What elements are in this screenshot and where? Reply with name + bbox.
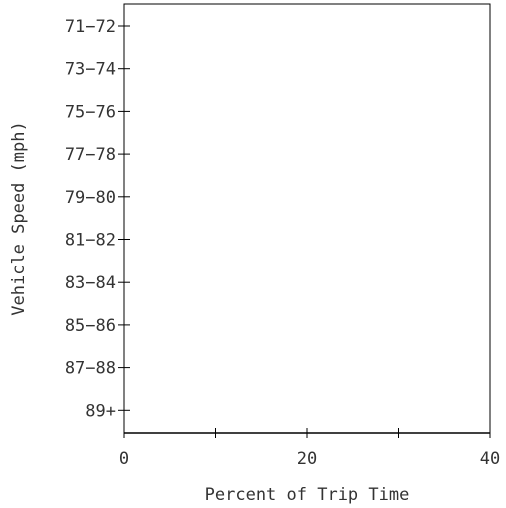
x-axis: 0 20 40	[119, 428, 500, 469]
y-tick-label-75-76: 75−76	[65, 102, 116, 122]
plot-area	[123, 3, 491, 434]
y-axis-title: Vehicle Speed (mph)	[9, 121, 29, 315]
x-axis-title: Percent of Trip Time	[205, 485, 410, 505]
y-axis: 71−72 73−74 75−76 77−78 79−80 81−82 83−84 85−86…	[65, 17, 130, 421]
x-tick-label-20: 20	[297, 449, 317, 469]
y-tick-label-83-84: 83−84	[65, 273, 116, 293]
x-tick-label-0: 0	[119, 449, 129, 469]
y-tick-label-87-88: 87−88	[65, 359, 116, 379]
y-tick-label-71-72: 71−72	[65, 17, 116, 37]
y-tick-label-85-86: 85−86	[65, 316, 116, 336]
y-tick-label-81-82: 81−82	[65, 231, 116, 251]
y-tick-label-73-74: 73−74	[65, 60, 116, 80]
y-tick-label-89+: 89+	[85, 401, 116, 421]
x-tick-label-40: 40	[480, 449, 500, 469]
y-tick-label-77-78: 77−78	[65, 145, 116, 165]
y-tick-label-79-80: 79−80	[65, 188, 116, 208]
plot-frame	[123, 3, 491, 434]
